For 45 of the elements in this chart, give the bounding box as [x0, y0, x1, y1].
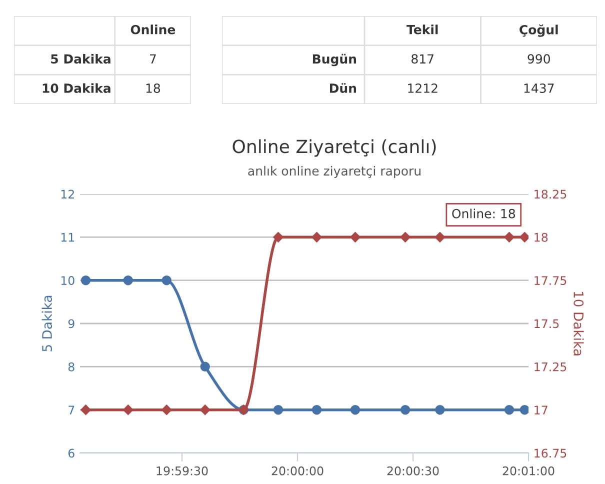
y2-tick-label: 17 — [534, 406, 548, 414]
point — [520, 404, 528, 415]
y-tick-label: 6 — [68, 448, 74, 458]
y-tick-label: 11 — [61, 233, 74, 242]
y-tick-label: 8 — [68, 362, 74, 372]
x-tick-label: Çoğul — [520, 24, 558, 37]
data-label: 1437 — [524, 84, 554, 93]
data-label: 817 — [412, 54, 434, 64]
x-tick-label: 20:00:00 — [272, 466, 324, 476]
y-tick-label: 10 Dakika — [42, 83, 110, 93]
y2-tick-label: 17.5 — [534, 319, 559, 328]
y-tick-label: 12 — [61, 190, 74, 198]
y2-tick-label: 17.25 — [534, 362, 566, 372]
y-tick-label: 10 — [61, 276, 74, 285]
point — [350, 404, 360, 415]
y2-tick-label: 18 — [534, 232, 548, 242]
y2-tick-label: 17.75 — [534, 276, 566, 285]
point — [80, 275, 91, 286]
data-label: 18 — [146, 84, 160, 93]
y-tick-label: 7 — [68, 406, 74, 414]
x-tick-label: Tekil — [406, 24, 438, 34]
y2-axis-title: 10 Dakika — [574, 292, 584, 356]
y-tick-label: 9 — [68, 319, 74, 328]
data-label: 1212 — [408, 84, 438, 93]
point — [504, 404, 514, 415]
point — [273, 404, 284, 415]
chart-title: Online Ziyaretçi (canlı) — [232, 139, 436, 157]
x-tick-label: 20:01:00 — [502, 466, 554, 476]
x-tick-label: 20:00:30 — [387, 466, 439, 476]
y2-tick-label: 18.25 — [534, 190, 566, 199]
y-tick-label: Dün — [330, 83, 356, 93]
point — [200, 362, 210, 372]
y2-tick-label: 16.75 — [534, 448, 566, 458]
point — [123, 275, 133, 286]
data-label: 7 — [150, 54, 156, 64]
x-tick-label: Online — [130, 24, 176, 34]
annotation: Online: 18 — [452, 208, 515, 218]
chart-subtitle: anlık online ziyaretçi raporu — [248, 166, 420, 178]
y-tick-label: Bugün — [312, 54, 356, 66]
point — [400, 404, 410, 415]
point — [162, 275, 172, 286]
x-tick-label: 19:59:30 — [156, 466, 208, 476]
point — [312, 404, 322, 415]
data-label: 990 — [528, 54, 550, 64]
point — [435, 404, 445, 415]
